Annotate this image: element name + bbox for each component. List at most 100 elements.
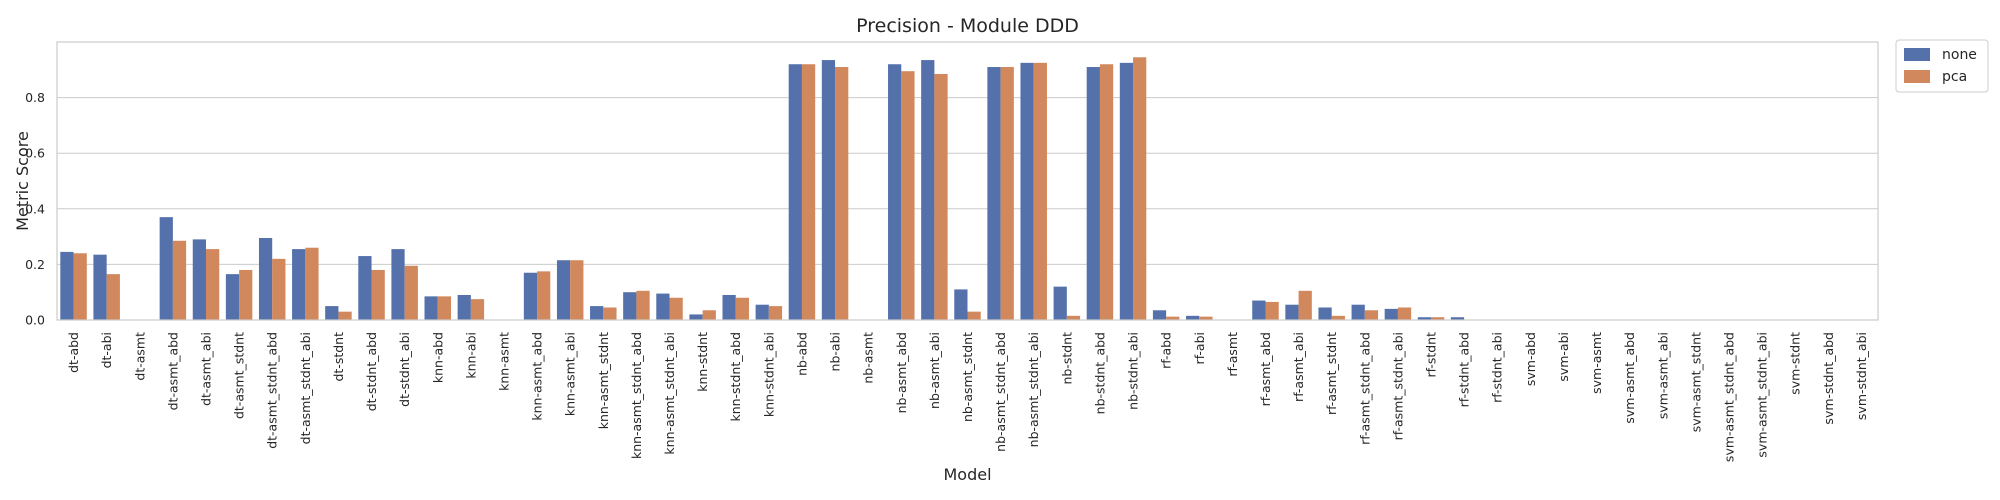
x-tick-label: svm-asmt_stdnt xyxy=(1688,332,1703,432)
bar-pca-rf-stdnt xyxy=(1431,317,1445,320)
bar-none-nb-asmt_abi xyxy=(921,60,935,320)
bar-pca-dt-stdnt xyxy=(338,311,352,320)
x-tick-label: nb-abi xyxy=(828,332,843,371)
bar-none-knn-asmt_abd xyxy=(523,272,538,320)
x-tick-label: dt-abi xyxy=(99,332,114,368)
bars xyxy=(60,57,1465,321)
plot-frame xyxy=(56,41,1879,321)
bar-pca-rf-asmt_abi xyxy=(1298,290,1312,320)
bar-none-rf-stdnt_abd xyxy=(1450,317,1465,320)
bar-pca-nb-abi xyxy=(835,67,849,321)
x-tick-label: knn-asmt_stdnt xyxy=(596,332,611,429)
x-tick-label: nb-abd xyxy=(794,332,809,376)
bar-pca-nb-abd xyxy=(801,64,816,321)
x-tick-label: rf-stdnt_abi xyxy=(1490,332,1505,403)
y-tick-label: 0.8 xyxy=(25,90,45,105)
bar-pca-nb-stdnt_abd xyxy=(1099,64,1114,321)
legend-swatch-pca xyxy=(1904,70,1930,83)
bar-none-rf-asmt_abd xyxy=(1252,300,1266,320)
bar-pca-rf-asmt_abd xyxy=(1265,301,1279,320)
bar-none-rf-abi xyxy=(1186,315,1200,320)
x-tick-label: dt-stdnt_abi xyxy=(397,332,412,407)
x-tick-label: rf-asmt_stdnt xyxy=(1324,332,1339,415)
bar-none-knn-abi xyxy=(457,294,471,320)
bar-pca-dt-asmt_abi xyxy=(205,249,220,320)
x-tick-label: knn-stdnt xyxy=(695,332,710,392)
bar-pca-rf-asmt_stdnt_abd xyxy=(1364,310,1379,320)
x-tick-label: nb-asmt_stdnt_abd xyxy=(993,332,1008,452)
x-tick-label: dt-asmt_stdnt xyxy=(232,332,247,419)
bar-none-knn-stdnt_abi xyxy=(755,304,769,320)
x-tick-label: knn-asmt_stdnt_abi xyxy=(662,332,677,455)
bar-none-nb-asmt_abd xyxy=(888,64,902,321)
x-tick-label: rf-stdnt xyxy=(1424,332,1439,378)
bar-none-knn-asmt_abi xyxy=(556,260,571,320)
bar-none-knn-asmt_stdnt xyxy=(590,306,604,320)
x-tick-label: svm-stdnt xyxy=(1788,332,1803,395)
x-tick-label: rf-asmt_stdnt_abi xyxy=(1390,332,1405,440)
x-tick-label: dt-asmt_abd xyxy=(165,332,180,410)
bar-none-rf-asmt_abi xyxy=(1285,304,1299,320)
x-tick-label: nb-stdnt xyxy=(1059,332,1074,385)
x-tick-label: svm-asmt_stdnt_abi xyxy=(1755,332,1770,458)
bar-pca-rf-asmt_stdnt xyxy=(1331,315,1345,320)
bar-pca-dt-stdnt_abi xyxy=(404,265,418,320)
bar-pca-nb-asmt_stdnt_abi xyxy=(1033,62,1047,320)
bar-pca-nb-asmt_stdnt xyxy=(967,311,981,320)
bar-none-nb-stdnt_abd xyxy=(1086,67,1100,321)
bar-pca-dt-abd xyxy=(73,253,87,320)
bar-pca-dt-stdnt_abd xyxy=(371,269,385,320)
bar-none-dt-stdnt_abd xyxy=(358,256,372,320)
x-tick-label: svm-stdnt_abd xyxy=(1821,332,1836,425)
x-tick-label: dt-asmt_abi xyxy=(198,332,213,406)
x-tick-label: svm-abd xyxy=(1523,332,1538,386)
bar-none-rf-asmt_stdnt_abd xyxy=(1351,304,1365,320)
bar-none-nb-asmt_stdnt_abd xyxy=(987,67,1001,321)
bar-pca-knn-stdnt xyxy=(702,310,716,320)
bar-pca-knn-stdnt_abi xyxy=(768,306,783,320)
bar-pca-rf-asmt_stdnt_abi xyxy=(1397,307,1412,320)
bar-pca-nb-asmt_abd xyxy=(901,71,915,320)
y-axis-ticks: 0.0 0.2 0.4 0.6 0.8 xyxy=(25,90,45,327)
bar-none-rf-asmt_stdnt_abi xyxy=(1384,308,1398,320)
bar-pca-knn-asmt_abi xyxy=(570,260,584,320)
legend-label-pca: pca xyxy=(1942,69,1967,85)
x-tick-label: dt-asmt_stdnt_abi xyxy=(298,332,313,444)
x-tick-label: knn-asmt_abd xyxy=(530,332,545,421)
x-tick-label: nb-asmt xyxy=(861,332,876,384)
bar-none-knn-asmt_stdnt_abi xyxy=(656,293,670,320)
x-tick-label: knn-abi xyxy=(463,332,478,379)
y-tick-label: 0.6 xyxy=(25,146,45,161)
x-tick-label: rf-asmt_abi xyxy=(1291,332,1306,402)
bar-pca-nb-asmt_abi xyxy=(934,73,948,320)
bar-none-rf-asmt_stdnt xyxy=(1318,307,1332,320)
bar-none-rf-abd xyxy=(1152,310,1167,320)
bar-none-knn-stdnt xyxy=(689,314,703,320)
bar-pca-dt-asmt_stdnt_abd xyxy=(272,258,286,320)
bar-none-dt-abd xyxy=(60,251,74,320)
x-tick-label: svm-asmt_abd xyxy=(1622,332,1637,424)
y-tick-label: 0.2 xyxy=(25,257,45,272)
legend-label-none: none xyxy=(1942,47,1977,63)
bar-pca-rf-abd xyxy=(1166,316,1180,320)
x-tick-label: knn-abd xyxy=(430,332,445,383)
x-tick-label: dt-stdnt xyxy=(331,332,346,382)
bar-none-dt-stdnt_abi xyxy=(391,249,405,320)
bar-none-knn-stdnt_abd xyxy=(722,294,736,320)
bar-none-nb-asmt_stdnt xyxy=(954,289,968,320)
y-tick-label: 0.4 xyxy=(25,201,45,216)
bar-none-dt-asmt_abi xyxy=(192,239,206,320)
x-tick-label: rf-asmt xyxy=(1225,332,1240,377)
bar-pca-knn-abd xyxy=(437,296,451,320)
x-tick-label: rf-abi xyxy=(1192,332,1207,364)
x-tick-label: dt-stdnt_abd xyxy=(364,332,379,411)
x-tick-label: dt-asmt xyxy=(132,332,147,381)
x-tick-label: svm-asmt_stdnt_abd xyxy=(1722,332,1737,462)
bar-none-nb-abi xyxy=(821,60,836,320)
x-tick-label: nb-asmt_abd xyxy=(894,332,909,413)
legend: none pca xyxy=(1895,39,1989,93)
x-axis-label: Model xyxy=(943,465,991,484)
x-tick-label: nb-stdnt_abd xyxy=(1092,332,1107,414)
bar-none-dt-asmt_stdnt_abi xyxy=(292,249,306,320)
